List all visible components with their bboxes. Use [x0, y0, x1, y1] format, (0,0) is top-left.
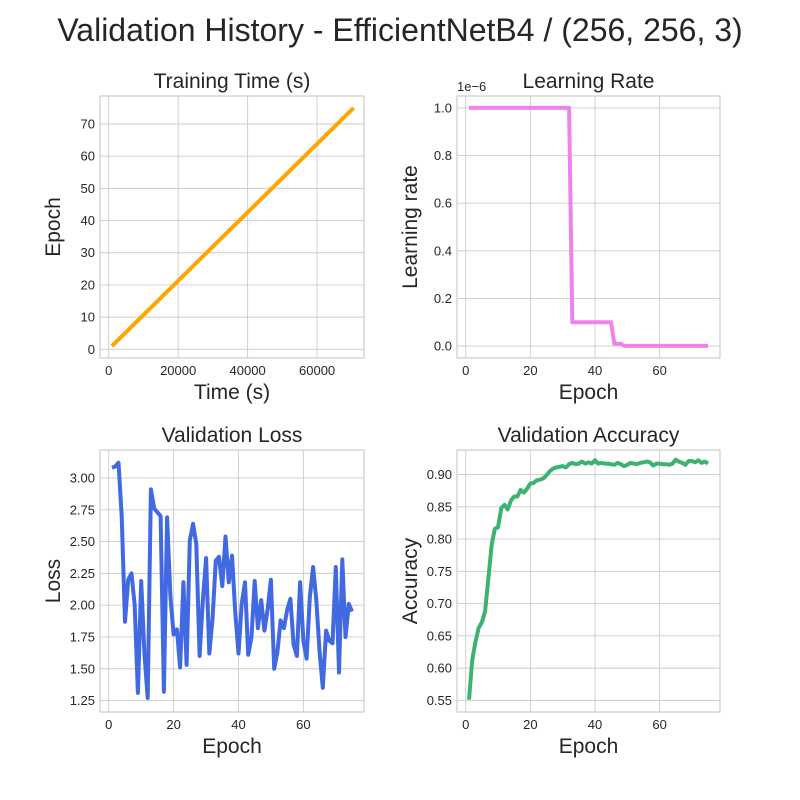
y-tick-label: 70 [81, 117, 95, 132]
y-tick-label: 0.75 [427, 564, 452, 579]
x-tick-label: 20000 [160, 363, 196, 378]
y-tick-label: 1.25 [70, 693, 95, 708]
y-axis-label: Loss [42, 559, 65, 603]
y-tick-label: 1.0 [434, 100, 452, 115]
x-tick-label: 20 [523, 717, 537, 732]
x-axis-label: Epoch [559, 735, 619, 758]
chart-acc: 0 20 40 60 0.55 0.60 0.65 0.70 0.75 0.80 0.85 0.90 V… [399, 424, 721, 758]
x-tick-label: 0 [462, 717, 469, 732]
x-tick-label: 40 [588, 363, 602, 378]
plot-title: Validation Accuracy [498, 424, 680, 447]
plot-title: Learning Rate [523, 70, 655, 93]
y-tick-label: 2.00 [70, 598, 95, 613]
y-tick-label: 1.75 [70, 629, 95, 644]
x-axis-label: Epoch [202, 735, 262, 758]
y-tick-label: 10 [81, 310, 95, 325]
axes-frame [456, 95, 721, 359]
figure-title: Validation History - EfficientNetB4 / (2… [57, 12, 742, 48]
series-line-time [110, 106, 356, 348]
y-axis-label: Epoch [42, 197, 65, 257]
x-tick-label: 20 [523, 363, 537, 378]
y-tick-label: 3.00 [70, 470, 95, 485]
x-tick-label: 40000 [230, 363, 266, 378]
y-tick-label: 0.6 [434, 196, 452, 211]
chart-loss: 0 20 40 60 1.25 1.50 1.75 2.00 2.25 2.50 2.75 3.00 V… [42, 424, 365, 758]
axes-frame [99, 95, 365, 359]
y-tick-label: 0 [88, 342, 95, 357]
x-axis-label: Epoch [559, 381, 619, 404]
y-axis-label: Accuracy [399, 537, 422, 624]
x-tick-label: 60000 [299, 363, 335, 378]
chart-lr: 0 20 40 60 0.0 0.2 0.4 0.6 0.8 1.0 1e−6 Learning Ra… [399, 70, 721, 404]
y-tick-label: 0.60 [427, 661, 452, 676]
y-tick-label: 0.80 [427, 532, 452, 547]
y-tick-label: 50 [81, 181, 95, 196]
series-line-lr [469, 105, 708, 348]
series-line-loss [111, 460, 354, 700]
y-tick-label: 2.75 [70, 502, 95, 517]
x-tick-label: 60 [652, 717, 666, 732]
y-axis-label: Learning rate [399, 165, 422, 289]
y-tick-label: 2.25 [70, 566, 95, 581]
y-tick-label: 0.70 [427, 596, 452, 611]
y-tick-label: 0.90 [427, 467, 452, 482]
y-tick-label: 0.2 [434, 291, 452, 306]
y-tick-label: 1.50 [70, 661, 95, 676]
x-tick-label: 0 [462, 363, 469, 378]
y-tick-label: 2.50 [70, 534, 95, 549]
x-tick-label: 40 [588, 717, 602, 732]
y-tick-label: 0.4 [434, 243, 452, 258]
y-tick-label: 40 [81, 213, 95, 228]
y-tick-label: 0.0 [434, 339, 452, 354]
plot-title: Validation Loss [162, 424, 303, 447]
y-tick-label: 20 [81, 277, 95, 292]
x-tick-label: 40 [231, 717, 245, 732]
plot-title: Training Time (s) [154, 70, 311, 93]
x-tick-label: 60 [296, 717, 310, 732]
series-line-acc [467, 457, 710, 700]
x-tick-label: 60 [652, 363, 666, 378]
y-offset-label: 1e−6 [457, 79, 486, 94]
axes-frame [456, 449, 721, 713]
y-tick-label: 0.85 [427, 499, 452, 514]
x-axis-label: Time (s) [194, 381, 270, 404]
x-tick-label: 0 [105, 717, 112, 732]
y-tick-label: 0.55 [427, 693, 452, 708]
axes-frame [99, 449, 365, 713]
y-tick-label: 0.8 [434, 148, 452, 163]
x-tick-label: 20 [166, 717, 180, 732]
y-tick-label: 60 [81, 149, 95, 164]
y-tick-label: 30 [81, 245, 95, 260]
x-tick-label: 0 [105, 363, 112, 378]
y-tick-label: 0.65 [427, 628, 452, 643]
chart-time: 0 20000 40000 60000 0 10 20 30 40 50 60 70 Training … [42, 70, 365, 404]
